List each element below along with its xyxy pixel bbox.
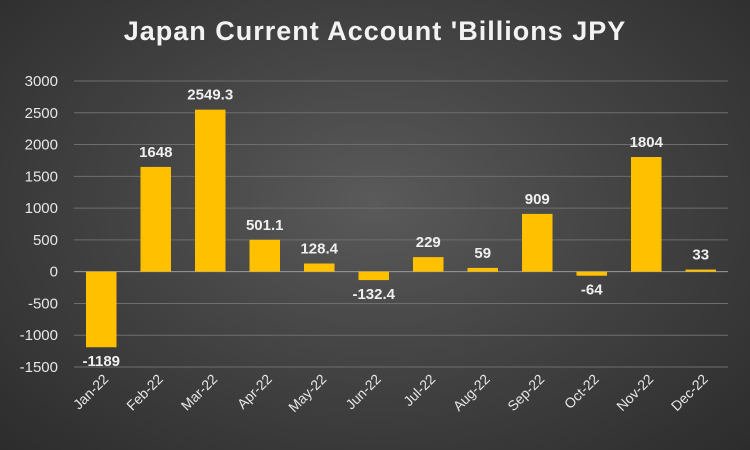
x-tick-label: May-22	[285, 371, 329, 415]
y-tick-label: 2500	[25, 105, 58, 122]
bar-may-22	[303, 263, 335, 272]
y-tick-label: -1000	[20, 327, 58, 344]
y-tick-label: -1500	[20, 359, 58, 376]
chart-title: Japan Current Account 'Billions JPY	[123, 16, 627, 46]
data-label: 59	[474, 245, 491, 262]
data-label: 501.1	[246, 217, 284, 234]
x-tick-label: Aug-22	[450, 371, 493, 414]
bar-feb-22	[140, 166, 172, 272]
y-tick-label: 3000	[25, 73, 58, 90]
data-label: 33	[692, 247, 709, 264]
data-label: 2549.3	[187, 87, 233, 104]
bar-apr-22	[249, 239, 281, 272]
data-label: 128.4	[300, 241, 338, 258]
x-tick-label: Oct-22	[561, 371, 602, 412]
data-label: 1648	[139, 144, 172, 161]
bar-nov-22	[630, 157, 662, 272]
y-axis: 3000 2500 2000 1500 1000 500 0 -500 -1000 -1500	[20, 73, 58, 376]
y-tick-label: 1000	[25, 200, 58, 217]
x-tick-label: Mar-22	[178, 371, 221, 414]
y-tick-label: 2000	[25, 137, 58, 154]
bar-aug-22	[467, 267, 499, 272]
x-tick-label: Feb-22	[123, 371, 166, 414]
x-tick-label: Apr-22	[234, 371, 275, 412]
bar-jun-22	[358, 271, 390, 281]
y-tick-label: -500	[28, 295, 58, 312]
x-tick-label: Jan-22	[70, 371, 112, 413]
data-label: 229	[416, 234, 441, 251]
bar-mar-22	[194, 109, 226, 272]
y-tick-label: 500	[33, 232, 58, 249]
data-label: -132.4	[352, 286, 395, 303]
x-tick-label: Dec-22	[668, 371, 711, 414]
gridlines	[74, 80, 728, 368]
x-tick-label: Jun-22	[342, 371, 384, 413]
bars	[85, 109, 717, 348]
data-labels: -1189 1648 2549.3 501.1 128.4 -132.4 229 59 909 -…	[82, 87, 709, 371]
x-axis: Jan-22 Feb-22 Mar-22 Apr-22 May-22 Jun-22 Jul-…	[70, 371, 711, 415]
data-label: -64	[581, 282, 603, 299]
bar-jan-22	[85, 271, 117, 348]
data-label: -1189	[82, 353, 120, 370]
bar-sep-22	[521, 213, 553, 272]
y-tick-label: 0	[50, 264, 58, 281]
bar-oct-22	[576, 271, 608, 276]
x-tick-label: Jul-22	[400, 371, 438, 409]
bar-jul-22	[412, 257, 444, 272]
x-tick-label: Nov-22	[613, 371, 656, 414]
x-tick-label: Sep-22	[504, 371, 547, 414]
y-tick-label: 1500	[25, 168, 58, 185]
data-label: 909	[525, 191, 550, 208]
bar-dec-22	[685, 269, 717, 272]
data-label: 1804	[630, 134, 664, 151]
